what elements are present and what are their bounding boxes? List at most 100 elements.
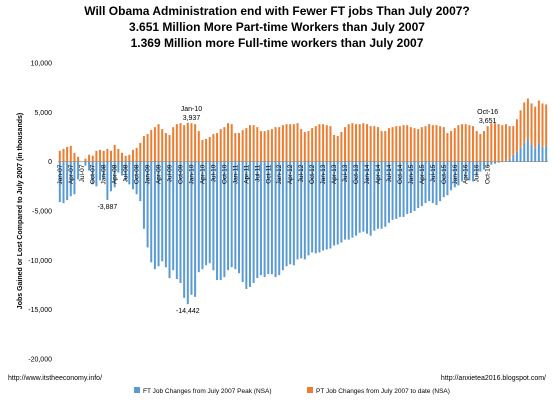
bar-pt [117,148,120,162]
bar-ft [77,161,80,180]
source-left: http://www.itstheeconomy.info/ [8,375,102,382]
bar-pt [230,124,233,162]
bar-pt [376,127,379,162]
bar-ft [395,161,398,219]
bar-ft [164,161,167,268]
bar-ft [493,161,496,164]
bar-ft [131,161,134,190]
bar-pt [205,138,208,162]
bar-ft [365,161,368,234]
x-tick-label: Jul-15 [430,164,437,182]
bar-ft [439,161,442,202]
bar-pt [201,139,204,162]
bar-ft [428,161,431,202]
y-tick-label: -20,000 [28,357,52,364]
bar-pt [398,126,401,162]
bar-ft [91,161,94,185]
bar-pt [537,100,540,143]
bar-ft [362,161,365,232]
bar-pt [439,126,442,162]
bar-ft [541,146,544,162]
bar-pt [256,127,259,162]
bar-pt [479,134,482,162]
bar-pt [102,150,105,162]
x-tick-label: Jul-11 [254,164,261,182]
bar-pt [523,102,526,143]
bar-ft [201,161,204,270]
bar-pt [380,131,383,162]
bar-pt [464,124,467,162]
bar-ft [490,161,493,165]
x-tick-label: Oct-13 [353,164,360,184]
bar-pt [113,144,116,162]
bar-ft [519,147,522,162]
bar-pt [358,124,361,162]
bar-ft [194,161,197,297]
x-tick-label: Jan-14 [364,164,371,184]
bar-pt [95,150,98,162]
bar-pt [208,137,211,162]
bar-ft [95,161,98,187]
bar-ft [278,161,281,276]
x-tick-label: Apr-14 [375,164,382,184]
bar-ft [179,161,182,284]
legend-swatch-pt [307,387,313,393]
bar-pt [77,156,80,162]
bar-ft [113,161,116,188]
bar-ft [175,161,178,280]
bar-pt [234,133,237,162]
bar-ft [303,161,306,260]
bar-pt [365,124,368,162]
bar-ft [475,161,478,177]
bar-ft [450,161,453,191]
bar-pt [424,126,427,162]
bar-pt [139,142,142,162]
x-tick-label: Jul-12 [298,164,305,182]
bar-pt [541,103,544,147]
bar-pt [373,126,376,162]
bar-pt [329,126,332,162]
bar-pt [91,155,94,162]
bar-ft [256,161,259,279]
bar-ft [259,161,262,276]
bar-ft [442,161,445,198]
bar-ft [270,161,273,275]
bar-ft [504,160,507,162]
y-tick-label: -15,000 [28,307,52,314]
bar-pt [307,131,310,162]
bar-pt [73,152,76,162]
bar-ft [351,161,354,238]
bar-pt [314,126,317,162]
bar-ft [186,161,189,305]
bar-pt [534,106,537,149]
bar-pt [512,126,515,155]
bar-pt [395,126,398,162]
chart-title-line-1: Will Obama Administration end with Fewer… [84,4,470,18]
bar-ft [446,161,449,196]
bar-pt [146,134,149,162]
bar-ft [300,161,303,259]
bar-pt [179,123,182,162]
annotation-label: -14,442 [176,308,200,315]
bar-pt [486,126,489,162]
bar-ft [333,161,336,246]
source-right: http://anxietea2016.blogspot.com/ [441,375,546,382]
bar-ft [296,161,299,260]
bar-ft [150,161,153,263]
bar-ft [483,161,486,170]
x-tick-label: Jul-08 [123,164,130,182]
bar-ft [102,161,105,179]
bar-ft [73,161,76,195]
bar-pt [461,124,464,162]
bar-ft [161,161,164,262]
bar-pt [501,125,504,162]
x-tick-label: Apr-12 [287,164,294,184]
bar-pt [281,125,284,162]
bar-pt [216,133,219,162]
bar-ft [88,161,91,171]
bar-pt [164,133,167,162]
bar-ft [530,144,533,162]
bar-pt [490,123,493,162]
x-tick-label: Jul-09 [167,164,174,182]
